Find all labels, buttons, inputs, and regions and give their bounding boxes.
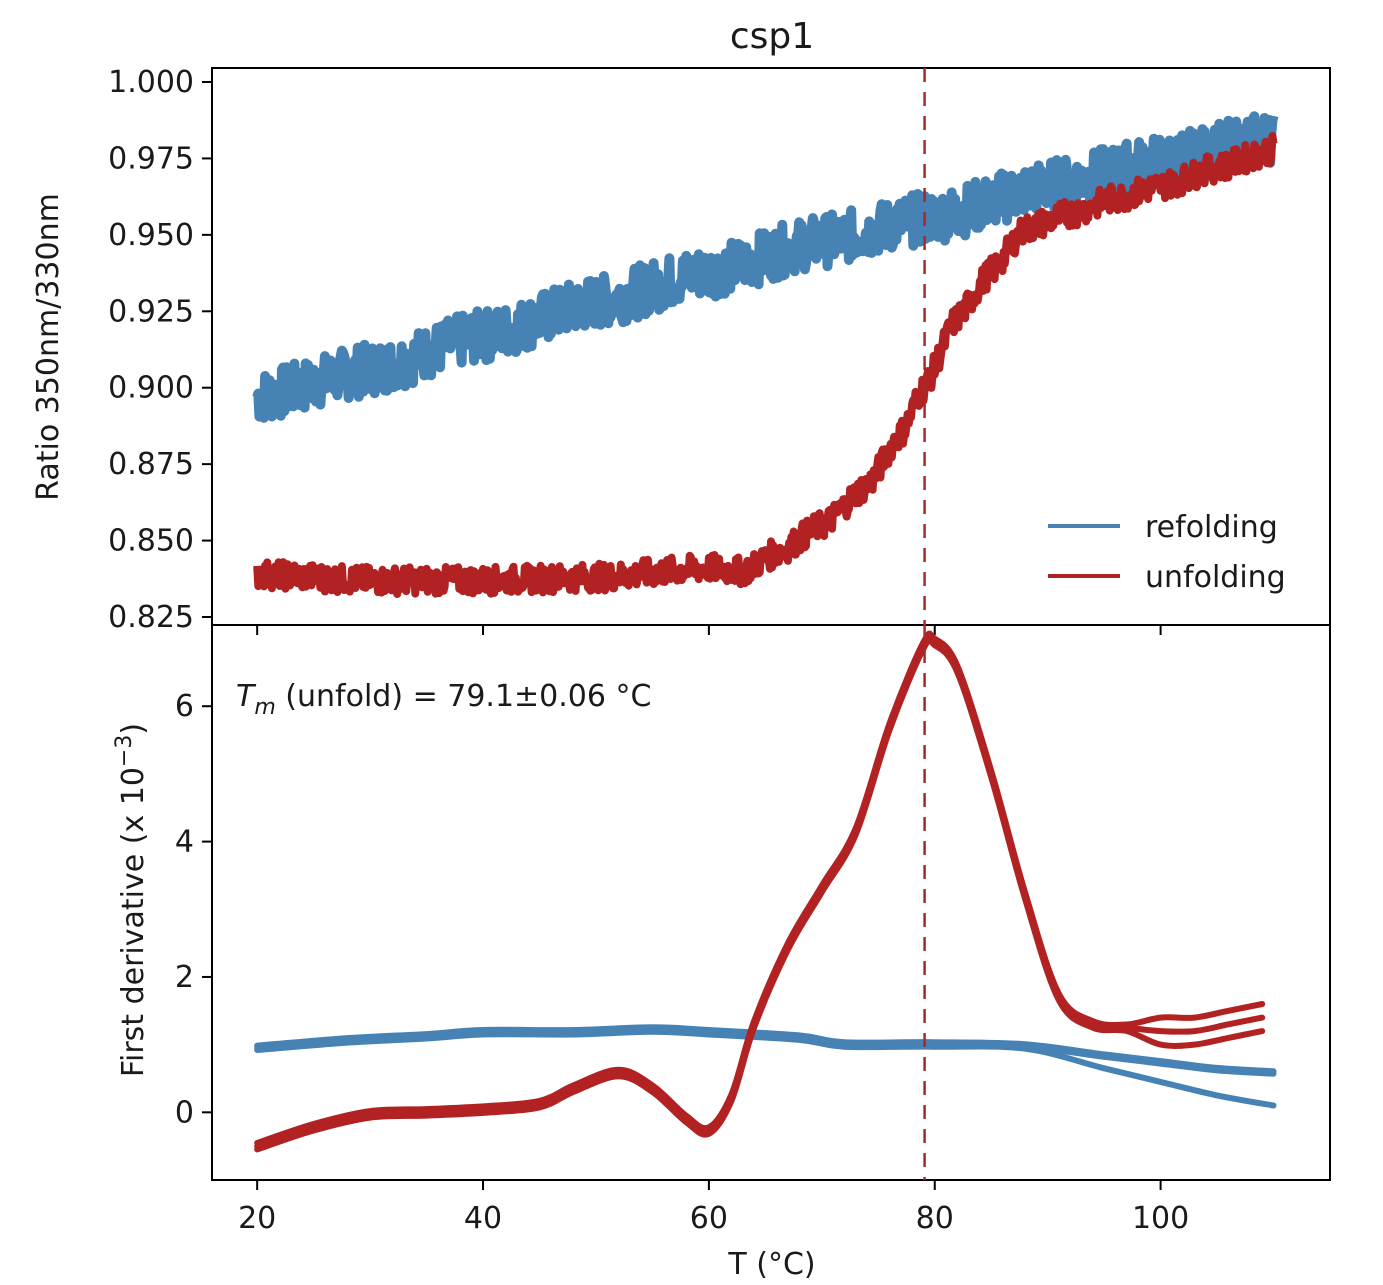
top-y-tick-label: 0.825 [108, 600, 194, 635]
tm-annotation: Tm (unfold) = 79.1±0.06 °C [236, 679, 651, 720]
top-y-tick-label: 0.875 [108, 447, 194, 482]
legend-label-refolding: refolding [1145, 510, 1278, 545]
bottom-y-tick-label: 2 [175, 960, 194, 995]
top-y-tick-label: 0.900 [108, 371, 194, 406]
bottom-plot-frame [211, 624, 1331, 1181]
bottom-series-unfolding [254, 630, 1266, 1146]
top-y-axis-label: Ratio 350nm/330nm [31, 193, 66, 501]
tm-annotation-text: (unfold) = 79.1±0.06 °C [276, 679, 652, 714]
top-y-ticks: 0.825 0.850 0.875 0.900 0.925 0.950 0.975 1.000 [108, 65, 212, 635]
top-y-tick-label: 0.850 [108, 524, 194, 559]
bottom-y-tick-label: 6 [175, 689, 194, 724]
top-series-refolding [252, 111, 1279, 423]
tm-annotation-subscript: m [254, 695, 275, 720]
bottom-y-tick-label: 4 [175, 825, 194, 860]
top-y-tick-label: 0.975 [108, 141, 194, 176]
x-tick-label: 100 [1132, 1201, 1189, 1236]
bottom-y-axis-label-main: First derivative (x 10 [116, 767, 151, 1077]
bottom-series-refolding [254, 1028, 1277, 1109]
x-axis-label: T (°C) [727, 1247, 815, 1282]
x-tick-label: 60 [690, 1201, 728, 1236]
bottom-y-tick-label: 0 [175, 1095, 194, 1130]
chart-title: csp1 [730, 16, 814, 57]
bottom-y-ticks: 0 2 4 6 [175, 689, 212, 1130]
bottom-y-axis-label-close: ) [116, 723, 151, 735]
tm-annotation-symbol: T [236, 679, 257, 714]
top-y-tick-label: 0.925 [108, 294, 194, 329]
top-series-group [252, 111, 1279, 598]
bottom-y-axis-label-exponent: −3 [112, 735, 137, 767]
top-y-tick-label: 1.000 [108, 65, 194, 100]
x-ticks: 20 40 60 80 100 [238, 625, 1189, 1236]
top-series-unfolding [253, 132, 1278, 598]
x-tick-label: 20 [238, 1201, 276, 1236]
bottom-series-unfolding [254, 637, 1266, 1153]
x-tick-label: 80 [916, 1201, 954, 1236]
legend-label-unfolding: unfolding [1145, 560, 1286, 595]
top-y-tick-label: 0.950 [108, 218, 194, 253]
bottom-series-group [254, 630, 1277, 1153]
bottom-y-axis-label: First derivative (x 10−3) [112, 723, 151, 1077]
x-tick-label: 40 [464, 1201, 502, 1236]
bottom-series-refolding [254, 1024, 1277, 1075]
legend: refolding unfolding [1048, 510, 1286, 595]
